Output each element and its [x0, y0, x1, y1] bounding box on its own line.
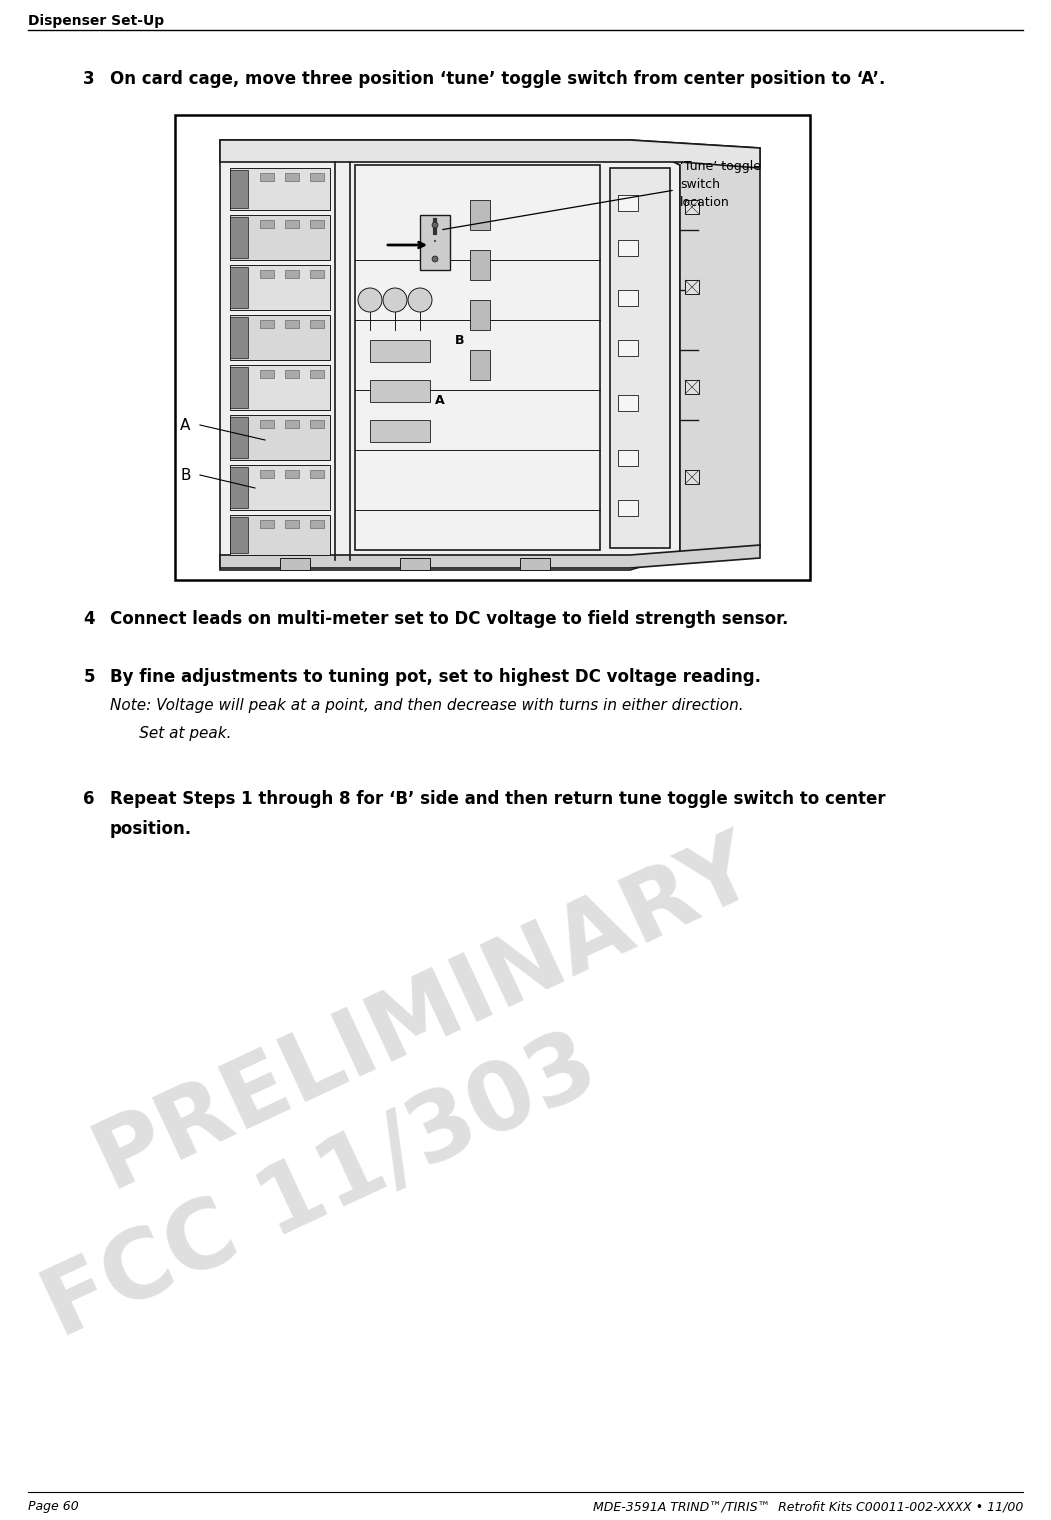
Bar	[618, 340, 638, 356]
Bar	[520, 558, 550, 570]
Bar	[285, 321, 298, 328]
Circle shape	[408, 287, 432, 312]
Bar	[260, 220, 274, 228]
Bar	[685, 201, 699, 214]
Bar	[618, 240, 638, 255]
Circle shape	[358, 287, 382, 312]
Bar	[230, 214, 330, 260]
Bar	[260, 321, 274, 328]
Bar	[285, 369, 298, 378]
Text: 3: 3	[83, 70, 95, 88]
Bar	[685, 280, 699, 293]
Bar	[230, 415, 330, 461]
Circle shape	[432, 255, 438, 261]
Text: position.: position.	[110, 819, 192, 838]
Polygon shape	[220, 140, 680, 570]
Bar	[260, 271, 274, 278]
Bar	[370, 420, 430, 442]
Bar	[230, 515, 330, 555]
Text: MDE-3591A TRIND™/TIRIS™  Retrofit Kits C00011-002-XXXX • 11/00: MDE-3591A TRIND™/TIRIS™ Retrofit Kits C0…	[593, 1500, 1023, 1512]
Text: Dispenser Set-Up: Dispenser Set-Up	[28, 14, 164, 27]
Bar	[310, 470, 324, 477]
Bar	[230, 264, 330, 310]
Text: Page 60: Page 60	[28, 1500, 79, 1512]
Bar	[618, 290, 638, 306]
Bar	[260, 420, 274, 429]
Text: B: B	[433, 255, 437, 261]
Bar	[420, 214, 450, 271]
Bar	[310, 369, 324, 378]
Text: Repeat Steps 1 through 8 for ‘B’ side and then return tune toggle switch to cent: Repeat Steps 1 through 8 for ‘B’ side an…	[110, 790, 886, 809]
Bar	[230, 517, 248, 553]
Bar	[176, 116, 810, 581]
Bar	[610, 169, 669, 549]
Bar	[260, 520, 274, 527]
Bar	[230, 465, 330, 511]
Circle shape	[432, 222, 438, 228]
Text: A: A	[433, 222, 437, 228]
Bar	[618, 195, 638, 211]
Bar	[280, 558, 310, 570]
Bar	[285, 271, 298, 278]
Bar	[618, 395, 638, 410]
Bar	[685, 380, 699, 394]
Bar	[310, 173, 324, 181]
Bar	[685, 470, 699, 483]
Text: B: B	[180, 468, 190, 482]
Bar	[230, 318, 248, 359]
Bar	[230, 365, 330, 410]
Polygon shape	[630, 140, 760, 555]
Bar	[260, 173, 274, 181]
Text: On card cage, move three position ‘tune’ toggle switch from center position to ‘: On card cage, move three position ‘tune’…	[110, 70, 885, 88]
Bar	[230, 217, 248, 258]
Text: Set at peak.: Set at peak.	[110, 727, 231, 742]
Bar	[285, 470, 298, 477]
Text: 6: 6	[83, 790, 95, 809]
Bar	[400, 558, 430, 570]
Bar	[618, 450, 638, 467]
Text: •: •	[433, 239, 437, 245]
Circle shape	[383, 287, 407, 312]
Bar	[260, 470, 274, 477]
Bar	[230, 416, 248, 458]
Bar	[618, 500, 638, 515]
Bar	[230, 366, 248, 407]
Bar	[230, 315, 330, 360]
Text: PRELIMINARY: PRELIMINARY	[80, 819, 770, 1207]
Bar	[370, 340, 430, 362]
Polygon shape	[220, 140, 760, 169]
Bar	[470, 201, 490, 230]
Text: 5: 5	[83, 667, 95, 686]
Bar	[310, 520, 324, 527]
Text: FCC 11/303: FCC 11/303	[30, 1020, 612, 1357]
Bar	[230, 467, 248, 508]
Bar	[310, 420, 324, 429]
Bar	[310, 321, 324, 328]
Text: Connect leads on multi-meter set to DC voltage to field strength sensor.: Connect leads on multi-meter set to DC v…	[110, 610, 788, 628]
Bar	[260, 369, 274, 378]
Bar	[230, 169, 330, 210]
Bar	[230, 170, 248, 208]
Bar	[310, 271, 324, 278]
Bar	[470, 249, 490, 280]
Text: A: A	[180, 418, 190, 433]
Text: 4: 4	[83, 610, 95, 628]
Bar	[230, 268, 248, 309]
Text: A: A	[435, 394, 445, 406]
Text: B: B	[455, 333, 465, 347]
Polygon shape	[220, 546, 760, 568]
Bar	[285, 173, 298, 181]
Text: By fine adjustments to tuning pot, set to highest DC voltage reading.: By fine adjustments to tuning pot, set t…	[110, 667, 761, 686]
Bar	[470, 299, 490, 330]
Bar	[310, 220, 324, 228]
Text: Note: Voltage will peak at a point, and then decrease with turns in either direc: Note: Voltage will peak at a point, and …	[110, 698, 744, 713]
Bar	[370, 380, 430, 401]
Bar	[285, 520, 298, 527]
Bar	[285, 420, 298, 429]
Bar	[285, 220, 298, 228]
Bar	[355, 166, 600, 550]
Bar	[470, 350, 490, 380]
Text: ‘Tune’ toggle
switch
location: ‘Tune’ toggle switch location	[680, 160, 761, 210]
